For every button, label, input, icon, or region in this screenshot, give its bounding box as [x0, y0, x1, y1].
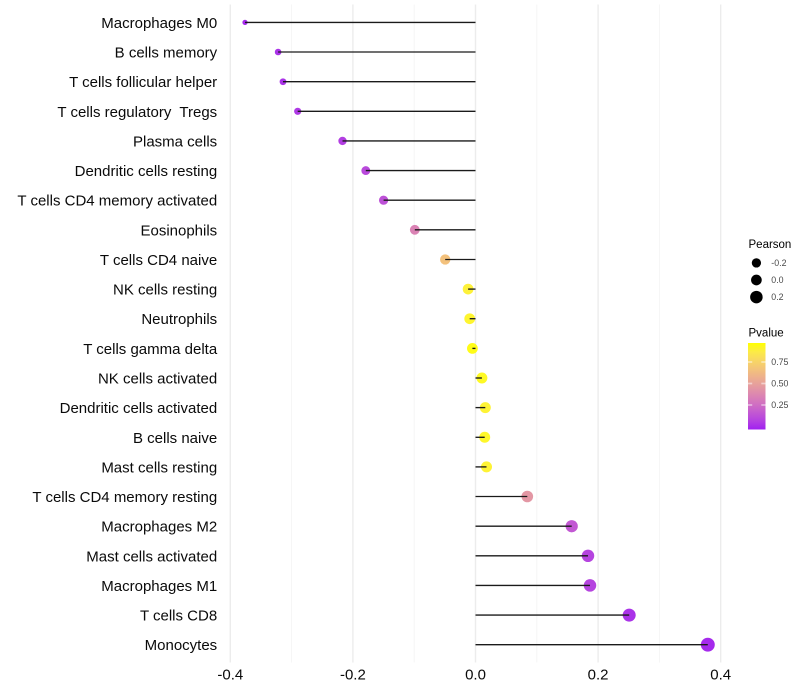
svg-text:NK cells activated: NK cells activated — [98, 371, 217, 388]
svg-text:0.50: 0.50 — [771, 379, 788, 389]
svg-text:Plasma cells: Plasma cells — [133, 133, 217, 150]
svg-text:-0.2: -0.2 — [771, 258, 786, 268]
svg-text:0.0: 0.0 — [771, 275, 783, 285]
svg-text:T cells CD8: T cells CD8 — [140, 608, 217, 625]
svg-text:Monocytes: Monocytes — [145, 637, 218, 654]
svg-text:Dendritic cells activated: Dendritic cells activated — [60, 400, 218, 417]
svg-text:Macrophages M0: Macrophages M0 — [101, 15, 217, 32]
svg-text:T cells regulatory Tregs: T cells regulatory Tregs — [57, 104, 217, 121]
svg-text:T cells gamma delta: T cells gamma delta — [83, 341, 218, 358]
svg-text:NK cells resting: NK cells resting — [113, 282, 217, 299]
svg-text:T cells CD4 memory resting: T cells CD4 memory resting — [32, 489, 217, 506]
svg-text:B cells memory: B cells memory — [115, 45, 218, 62]
svg-text:0.25: 0.25 — [771, 400, 788, 410]
svg-text:T cells CD4 memory activated: T cells CD4 memory activated — [17, 193, 217, 210]
svg-text:T cells follicular helper: T cells follicular helper — [69, 74, 217, 91]
svg-text:0.4: 0.4 — [710, 667, 731, 684]
svg-text:Macrophages M1: Macrophages M1 — [101, 578, 217, 595]
svg-text:-0.2: -0.2 — [340, 667, 366, 684]
svg-text:Macrophages M2: Macrophages M2 — [101, 519, 217, 536]
svg-text:0.0: 0.0 — [465, 667, 486, 684]
svg-text:Pvalue: Pvalue — [749, 328, 784, 340]
svg-text:Mast cells resting: Mast cells resting — [101, 459, 217, 476]
svg-text:0.75: 0.75 — [771, 357, 788, 367]
svg-text:-0.4: -0.4 — [217, 667, 243, 684]
svg-text:Dendritic cells resting: Dendritic cells resting — [75, 163, 218, 180]
svg-text:0.2: 0.2 — [771, 292, 783, 302]
svg-text:B cells naive: B cells naive — [133, 430, 217, 447]
svg-text:Neutrophils: Neutrophils — [141, 311, 217, 328]
svg-text:Eosinophils: Eosinophils — [140, 222, 217, 239]
svg-text:0.2: 0.2 — [588, 667, 609, 684]
svg-text:Mast cells activated: Mast cells activated — [86, 548, 217, 565]
svg-text:T cells CD4 naive: T cells CD4 naive — [100, 252, 217, 269]
svg-text:Pearson: Pearson — [749, 239, 792, 251]
